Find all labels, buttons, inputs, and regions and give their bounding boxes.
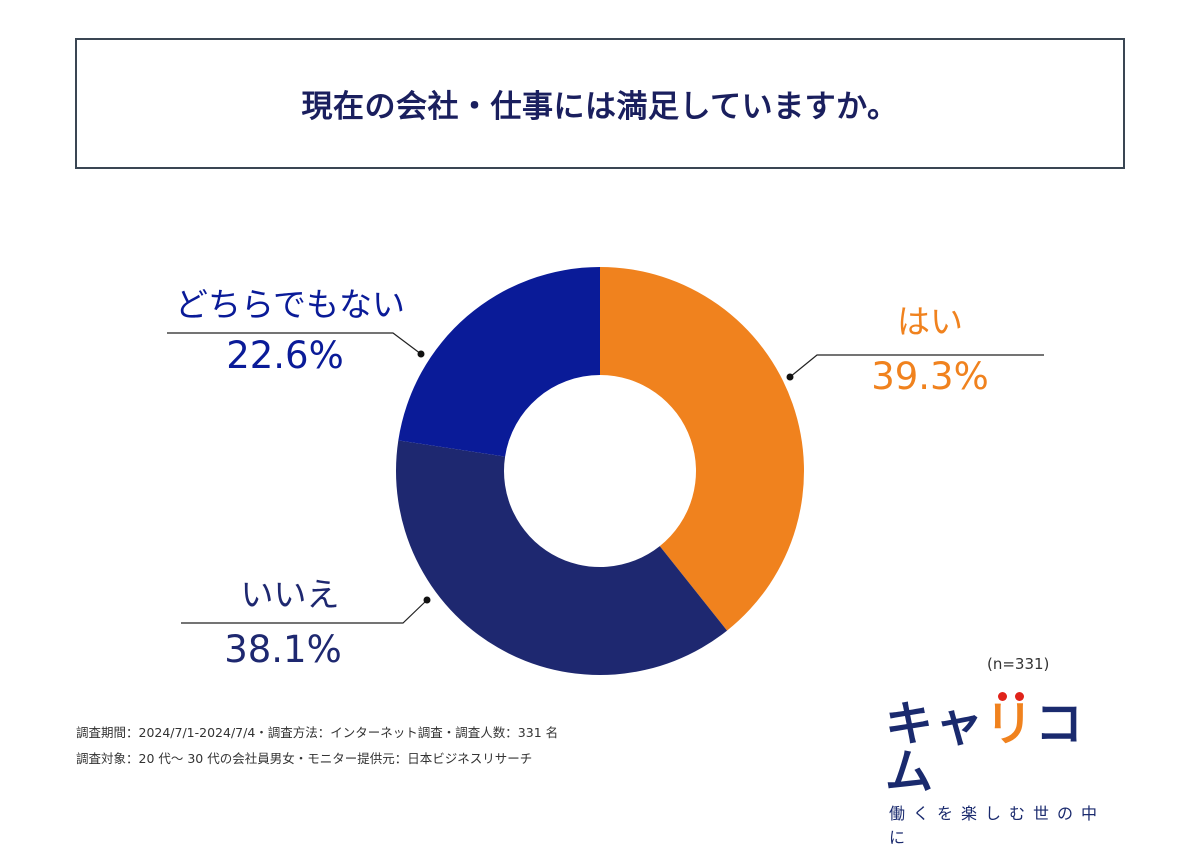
label-no: いいえ 38.1% — [180, 578, 400, 668]
slice-neutral — [398, 267, 600, 457]
slice-value-yes: 39.3% — [871, 355, 989, 398]
label-neutral: どちらでもない 22.6% — [150, 288, 430, 374]
logo-suffix: コム — [885, 696, 1086, 800]
slice-value-neutral: 22.6% — [226, 334, 344, 377]
chart-title: 現在の会社・仕事には満足していますか。 — [301, 89, 899, 125]
survey-period-note: 調査期間：2024/7/1-2024/7/4・調査方法：インターネット調査・調査… — [76, 725, 559, 740]
logo-highlight: リ — [985, 696, 1036, 752]
leader-line-neutral-dot — [417, 350, 425, 358]
leader-line-no-dot — [423, 596, 431, 604]
leader-line-yes-dot — [786, 373, 794, 381]
slice-label-yes: はい — [897, 302, 963, 341]
slice-yes — [600, 267, 805, 631]
leader-line-no — [181, 599, 428, 624]
logo-dot-icon — [1015, 692, 1024, 701]
logo-wordmark: キャリコム — [885, 692, 1125, 796]
logo-dot-icon — [998, 692, 1007, 701]
slice-label-no: いいえ — [240, 575, 340, 614]
logo-tagline: 働くを楽しむ世の中に — [889, 804, 1106, 847]
slice-no — [396, 440, 728, 675]
title-box: 現在の会社・仕事には満足していますか。 — [75, 38, 1125, 169]
slice-value-no: 38.1% — [224, 628, 342, 671]
slice-label-neutral: どちらでもない — [174, 285, 405, 324]
logo-prefix: キャ — [885, 696, 986, 752]
brand-logo: キャリコム 働くを楽しむ世の中に — [885, 692, 1125, 847]
sample-size: (n=331) — [987, 655, 1050, 673]
survey-target-note: 調査対象：20 代～ 30 代の会社員男女・モニター提供元：日本ビジネスリサーチ — [76, 751, 533, 766]
label-yes: はい 39.3% — [820, 305, 1040, 395]
donut-chart — [167, 267, 1044, 675]
leader-line-neutral — [167, 332, 422, 355]
leader-line-yes — [789, 354, 1044, 378]
